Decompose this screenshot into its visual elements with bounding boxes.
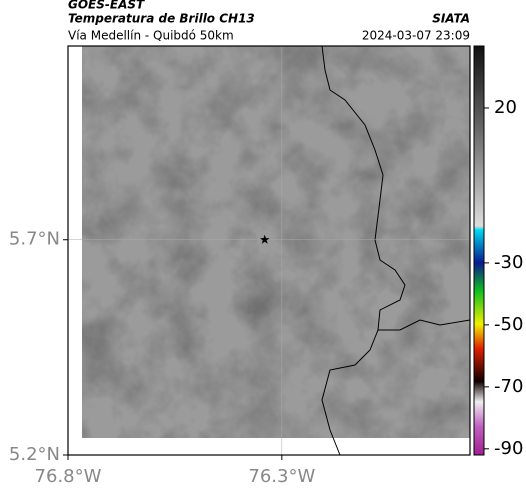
product: Temperatura de Brillo CH13: [68, 12, 255, 26]
colorbar: [473, 45, 485, 456]
colorbar-label: 20: [494, 97, 517, 118]
title: GOES-EAST: [68, 0, 145, 12]
location-marker: [260, 234, 270, 244]
x-tick-label: 76.8°W: [35, 466, 102, 487]
source: SIATA: [432, 12, 470, 26]
colorbar-label: -50: [494, 314, 523, 335]
boundary: [321, 45, 471, 456]
colorbar-label: -30: [494, 252, 523, 273]
colorbar-label: -90: [494, 438, 523, 459]
image-texture: [82, 46, 470, 438]
map-frame: [67, 45, 471, 456]
y-tick-label: 5.2°N: [9, 444, 60, 465]
datetime: 2024-03-07 23:09: [362, 29, 470, 43]
y-tick-label: 5.7°N: [9, 229, 60, 250]
colorbar-label: -70: [494, 376, 523, 397]
route: Vía Medellín - Quibdó 50km: [68, 29, 234, 43]
x-tick-label: 76.3°W: [248, 466, 315, 487]
